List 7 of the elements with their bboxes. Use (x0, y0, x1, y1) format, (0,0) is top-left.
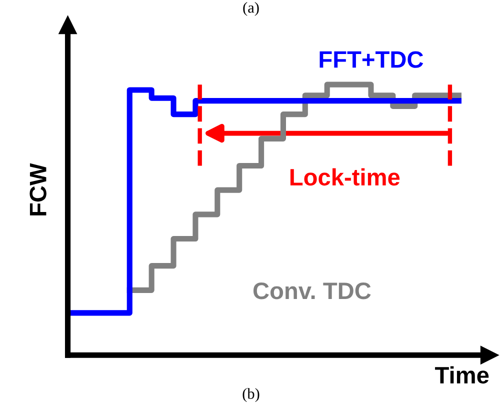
text: (b) (242, 388, 260, 402)
x-axis-title: Time (435, 366, 489, 384)
series-label: FFT+TDC (320, 51, 424, 68)
text: Conv. TDC (253, 282, 371, 300)
text: (a) (243, 2, 259, 16)
y-axis-title: FCW (30, 163, 46, 216)
annotation: Lock-time (290, 168, 400, 186)
